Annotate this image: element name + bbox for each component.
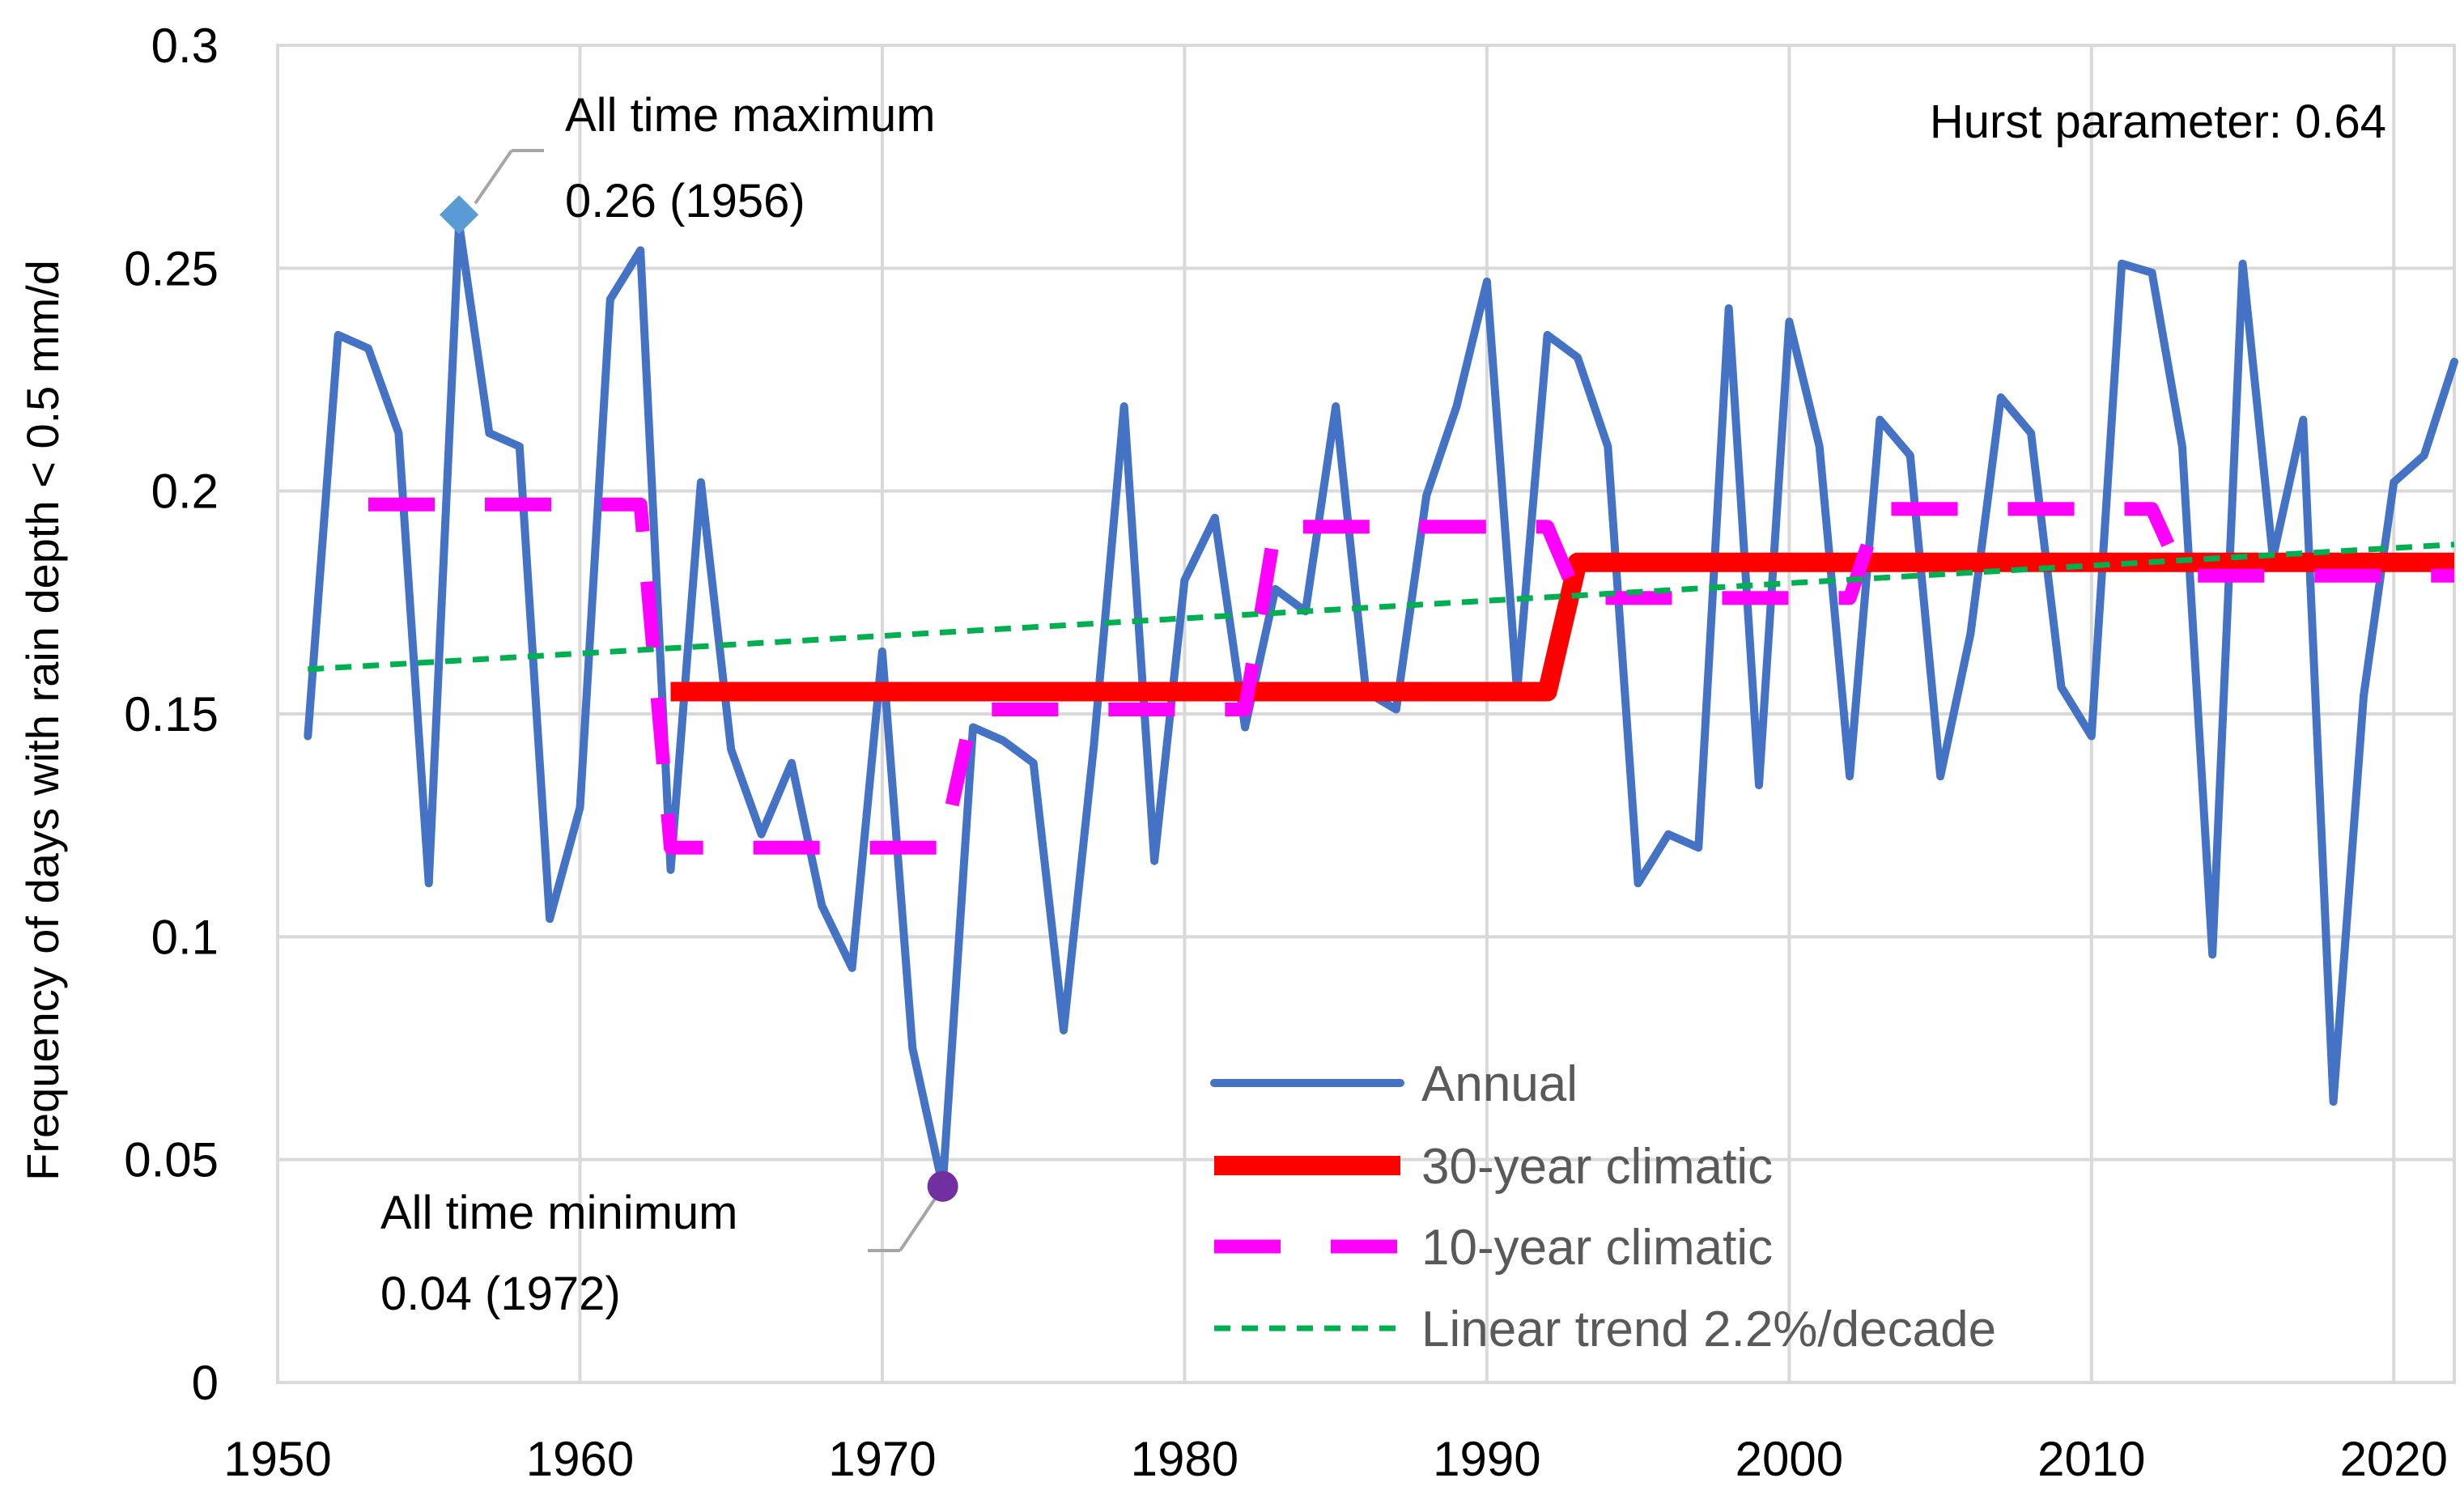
grid-lines <box>276 44 2454 1384</box>
x-tick-label: 2000 <box>1735 1432 1843 1486</box>
x-tick-label: 2020 <box>2340 1432 2448 1486</box>
annotations: All time maximum 0.26 (1956) All time mi… <box>380 89 2386 1320</box>
legend-label: 10-year climatic <box>1421 1220 1773 1276</box>
max-annotation-line1: All time maximum <box>565 89 936 142</box>
series-linear-trend-2-2-decade-line <box>308 542 2455 673</box>
y-tick-label: 0.05 <box>124 1133 219 1187</box>
max-marker <box>440 195 479 235</box>
hurst-parameter-label: Hurst parameter: 0.64 <box>1930 96 2386 148</box>
x-tick-label: 2010 <box>2037 1432 2145 1486</box>
y-tick-label: 0.2 <box>151 465 219 519</box>
y-axis-title: Frequency of days with rain depth < 0.5 … <box>17 260 68 1181</box>
max-leader-line <box>474 149 513 205</box>
x-tick-label: 1980 <box>1131 1432 1238 1486</box>
series-layer <box>304 219 2458 1191</box>
legend-label: Annual <box>1421 1056 1578 1112</box>
x-tick-label: 1990 <box>1433 1432 1540 1486</box>
min-annotation-line2: 0.04 (1972) <box>380 1268 621 1320</box>
y-tick-label: 0.1 <box>151 910 219 964</box>
series-30-year-climatic-line <box>670 552 2454 702</box>
legend: Annual 30-year climatic 10-year climatic Li… <box>1210 1056 1996 1357</box>
x-tick-label: 1960 <box>526 1432 634 1486</box>
series-annual-line <box>304 219 2458 1191</box>
y-tick-label: 0.15 <box>124 687 219 741</box>
x-tick-label: 1970 <box>828 1432 936 1486</box>
legend-label: 30-year climatic <box>1421 1139 1773 1195</box>
y-axis-tick-labels: 0 0.05 0.1 0.15 0.2 0.25 0.3 <box>124 19 219 1410</box>
min-leader-line <box>899 1198 937 1252</box>
min-annotation-line1: All time minimum <box>380 1187 738 1239</box>
y-tick-label: 0.25 <box>124 241 219 295</box>
x-tick-label: 1950 <box>223 1432 331 1486</box>
y-tick-label: 0 <box>192 1356 219 1410</box>
plot-area-frame <box>276 44 2456 1384</box>
min-marker <box>927 1170 958 1202</box>
x-axis-tick-labels: 1950 1960 1970 1980 1990 2000 2010 2020 <box>223 1432 2448 1486</box>
y-tick-label: 0.3 <box>151 19 219 73</box>
max-annotation-line2: 0.26 (1956) <box>565 175 805 227</box>
legend-label: Linear trend 2.2%/decade <box>1421 1302 1996 1357</box>
